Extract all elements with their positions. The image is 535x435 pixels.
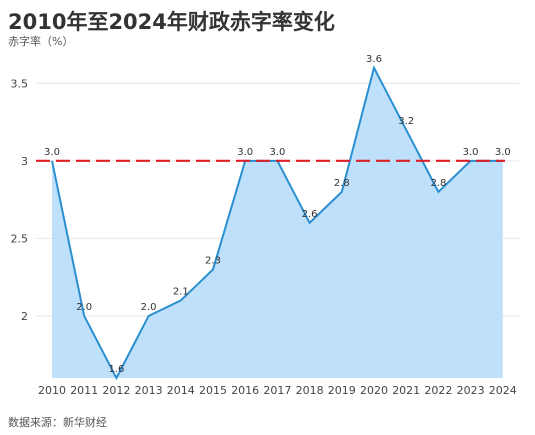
x-tick-label: 2011 <box>70 384 98 397</box>
data-label: 2.1 <box>173 286 189 297</box>
x-tick-label: 2014 <box>167 384 195 397</box>
y-axis-ticks: 3.5 3 2.5 2 <box>11 77 29 323</box>
x-tick-label: 2020 <box>360 384 388 397</box>
data-label: 3.0 <box>463 147 479 158</box>
y-tick-label: 2 <box>21 310 28 323</box>
chart-title: 2010年至2024年财政赤字率变化 <box>8 10 335 34</box>
x-tick-label: 2013 <box>135 384 163 397</box>
x-tick-label: 2010 <box>38 384 66 397</box>
data-label: 2.6 <box>302 209 318 220</box>
x-tick-label: 2016 <box>231 384 259 397</box>
x-tick-label: 2012 <box>102 384 130 397</box>
x-tick-label: 2021 <box>392 384 420 397</box>
data-label: 3.0 <box>237 147 253 158</box>
data-label: 2.0 <box>76 302 92 313</box>
area-chart: 3.0 2.0 1.6 2.0 2.1 2.3 3.0 3.0 2.6 2.8 3.6 3.2 2.8 3… <box>11 54 519 397</box>
data-label: 1.6 <box>108 364 124 375</box>
x-tick-label: 2017 <box>263 384 291 397</box>
data-label: 3.2 <box>398 116 414 127</box>
data-label: 2.8 <box>334 178 350 189</box>
x-tick-label: 2024 <box>489 384 517 397</box>
x-tick-label: 2015 <box>199 384 227 397</box>
y-tick-label: 2.5 <box>11 232 29 245</box>
data-label: 2.8 <box>430 178 446 189</box>
x-tick-label: 2019 <box>328 384 356 397</box>
data-label: 3.0 <box>44 147 60 158</box>
y-axis-label: 赤字率（%） <box>8 35 74 48</box>
x-tick-label: 2023 <box>457 384 485 397</box>
y-tick-label: 3.5 <box>11 77 29 90</box>
data-label: 2.3 <box>205 255 221 266</box>
data-label: 3.0 <box>495 147 511 158</box>
y-tick-label: 3 <box>21 155 28 168</box>
x-tick-label: 2018 <box>296 384 324 397</box>
data-label: 3.6 <box>366 54 382 65</box>
x-tick-label: 2022 <box>424 384 452 397</box>
data-source: 数据来源：新华财经 <box>8 416 107 429</box>
data-labels: 3.0 2.0 1.6 2.0 2.1 2.3 3.0 3.0 2.6 2.8 3.6 3.2 2.8 3… <box>44 54 511 375</box>
x-axis-ticks: 2010 2011 2012 2013 2014 2015 2016 2017 2018 2019… <box>38 384 517 397</box>
area-fill <box>52 67 503 378</box>
data-label: 3.0 <box>269 147 285 158</box>
data-label: 2.0 <box>141 302 157 313</box>
